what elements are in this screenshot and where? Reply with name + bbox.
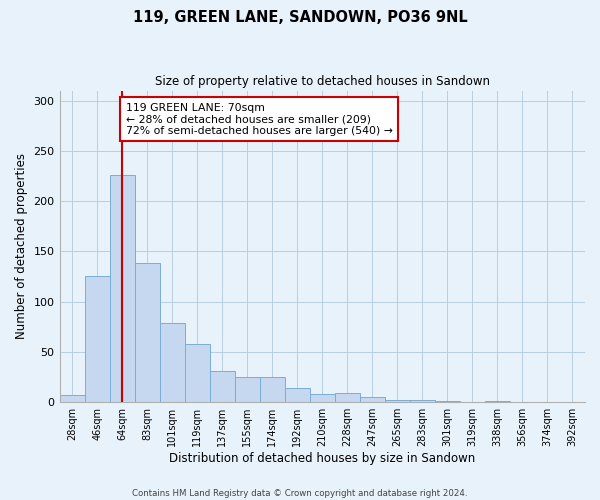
Bar [435, 401, 460, 402]
Bar [335, 393, 360, 402]
Bar [110, 175, 134, 402]
Title: Size of property relative to detached houses in Sandown: Size of property relative to detached ho… [155, 75, 490, 88]
Bar [59, 395, 85, 402]
Bar [410, 400, 435, 402]
Bar [260, 377, 285, 402]
Text: 119, GREEN LANE, SANDOWN, PO36 9NL: 119, GREEN LANE, SANDOWN, PO36 9NL [133, 10, 467, 25]
Bar [285, 388, 310, 402]
Bar [134, 264, 160, 402]
Bar [209, 371, 235, 402]
Bar [360, 397, 385, 402]
Bar [185, 344, 209, 402]
Bar [485, 401, 510, 402]
Bar [85, 276, 110, 402]
Text: 119 GREEN LANE: 70sqm
← 28% of detached houses are smaller (209)
72% of semi-det: 119 GREEN LANE: 70sqm ← 28% of detached … [126, 102, 393, 136]
Text: Contains HM Land Registry data © Crown copyright and database right 2024.: Contains HM Land Registry data © Crown c… [132, 488, 468, 498]
Bar [160, 323, 185, 402]
Bar [235, 377, 260, 402]
Bar [385, 400, 410, 402]
X-axis label: Distribution of detached houses by size in Sandown: Distribution of detached houses by size … [169, 452, 475, 465]
Y-axis label: Number of detached properties: Number of detached properties [15, 154, 28, 340]
Bar [310, 394, 335, 402]
